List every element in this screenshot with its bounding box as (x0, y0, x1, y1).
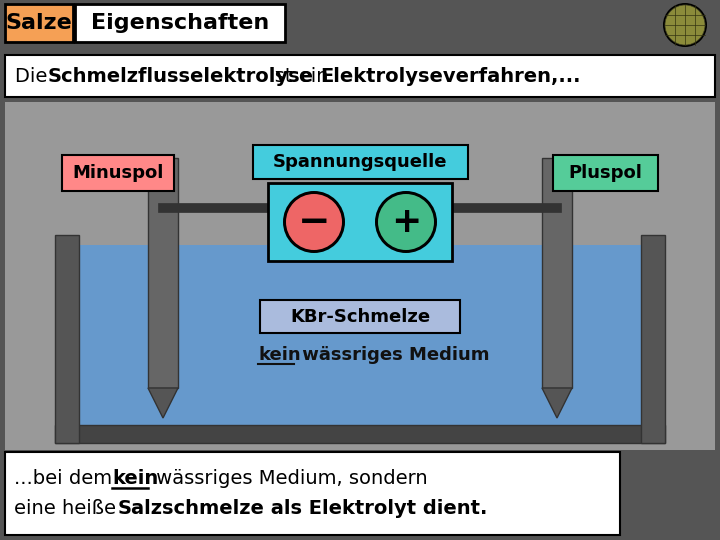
Text: Elektrolyseverfahren,...: Elektrolyseverfahren,... (320, 66, 580, 85)
Polygon shape (542, 388, 572, 418)
FancyBboxPatch shape (55, 235, 79, 443)
FancyBboxPatch shape (553, 155, 658, 191)
Circle shape (378, 194, 434, 250)
FancyBboxPatch shape (268, 183, 452, 261)
FancyBboxPatch shape (79, 245, 641, 425)
Text: Spannungsquelle: Spannungsquelle (273, 153, 447, 171)
Text: Die: Die (15, 66, 53, 85)
Text: ...bei dem: ...bei dem (14, 469, 118, 489)
Text: kein: kein (112, 469, 158, 489)
Circle shape (663, 3, 707, 47)
FancyBboxPatch shape (542, 158, 572, 388)
Circle shape (665, 5, 705, 45)
FancyBboxPatch shape (62, 155, 174, 191)
Text: wässriges Medium, sondern: wässriges Medium, sondern (150, 469, 428, 489)
Text: Schmelzflusselektrolyse: Schmelzflusselektrolyse (48, 66, 314, 85)
Text: KBr-Schmelze: KBr-Schmelze (290, 307, 430, 326)
FancyBboxPatch shape (5, 452, 620, 535)
Circle shape (375, 191, 437, 253)
Text: Minuspol: Minuspol (72, 164, 163, 182)
FancyBboxPatch shape (75, 4, 285, 42)
Text: Eigenschaften: Eigenschaften (91, 13, 269, 33)
Text: eine heiße: eine heiße (14, 498, 122, 517)
Text: kein: kein (258, 346, 301, 364)
Text: +: + (391, 205, 421, 239)
FancyBboxPatch shape (641, 235, 665, 443)
Polygon shape (148, 388, 178, 418)
Text: ist ein: ist ein (263, 66, 335, 85)
FancyBboxPatch shape (5, 55, 715, 97)
FancyBboxPatch shape (55, 425, 665, 443)
FancyBboxPatch shape (148, 158, 178, 388)
Text: wässriges Medium: wässriges Medium (296, 346, 490, 364)
FancyBboxPatch shape (5, 4, 73, 42)
FancyBboxPatch shape (5, 102, 715, 450)
Text: Salzschmelze: Salzschmelze (118, 498, 265, 517)
FancyBboxPatch shape (253, 145, 467, 179)
Circle shape (286, 194, 342, 250)
Text: Pluspol: Pluspol (569, 164, 642, 182)
FancyBboxPatch shape (260, 300, 460, 333)
Circle shape (283, 191, 345, 253)
Text: −: − (297, 203, 330, 241)
Text: Salze: Salze (6, 13, 73, 33)
Text: als Elektrolyt dient.: als Elektrolyt dient. (264, 498, 487, 517)
